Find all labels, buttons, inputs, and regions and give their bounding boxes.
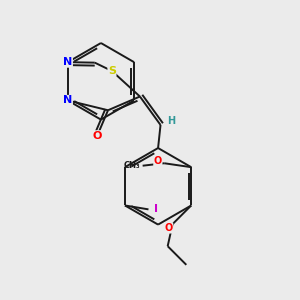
Text: O: O — [164, 223, 173, 233]
Text: N: N — [63, 57, 72, 67]
Text: O: O — [92, 131, 102, 141]
Text: H: H — [167, 116, 175, 126]
Text: N: N — [63, 95, 72, 105]
Text: O: O — [154, 156, 162, 166]
Text: CH₃: CH₃ — [124, 161, 140, 170]
Text: S: S — [108, 66, 116, 76]
Text: I: I — [154, 204, 158, 214]
